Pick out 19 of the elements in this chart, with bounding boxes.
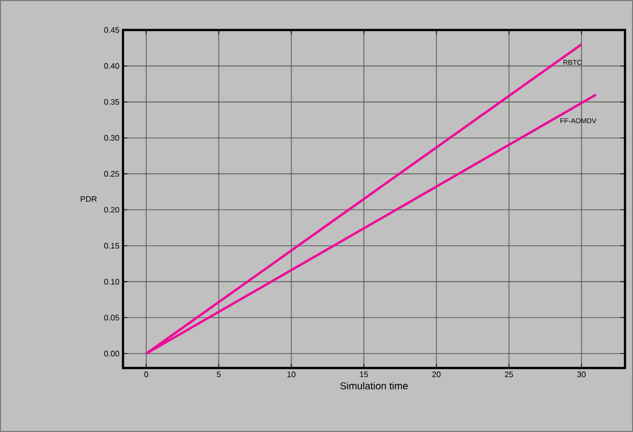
- y-tick-label: 0.40: [104, 63, 120, 69]
- y-axis-title: PDR: [80, 196, 97, 202]
- y-tick-label: 0.35: [104, 99, 120, 105]
- x-tick-label: 30: [577, 372, 586, 378]
- x-tick-label: 0: [144, 372, 148, 378]
- y-tick-label: 0.05: [104, 314, 120, 320]
- y-tick-label: 0.30: [104, 135, 120, 141]
- y-tick-label: 0.00: [104, 350, 120, 356]
- x-tick-label: 15: [360, 372, 368, 378]
- x-tick-label: 25: [504, 372, 514, 378]
- y-tick-label: 0.15: [104, 242, 120, 249]
- y-tick-label: 0.10: [104, 278, 120, 285]
- y-tick-label: 0.45: [104, 27, 120, 33]
- x-axis-title: Simulation time: [340, 382, 408, 390]
- x-tick-label: 20: [432, 372, 441, 378]
- y-tick-label: 0.20: [104, 206, 120, 213]
- x-tick-label: 10: [287, 372, 296, 378]
- x-tick-label: 5: [216, 372, 221, 378]
- y-tick-label: 0.25: [104, 171, 120, 177]
